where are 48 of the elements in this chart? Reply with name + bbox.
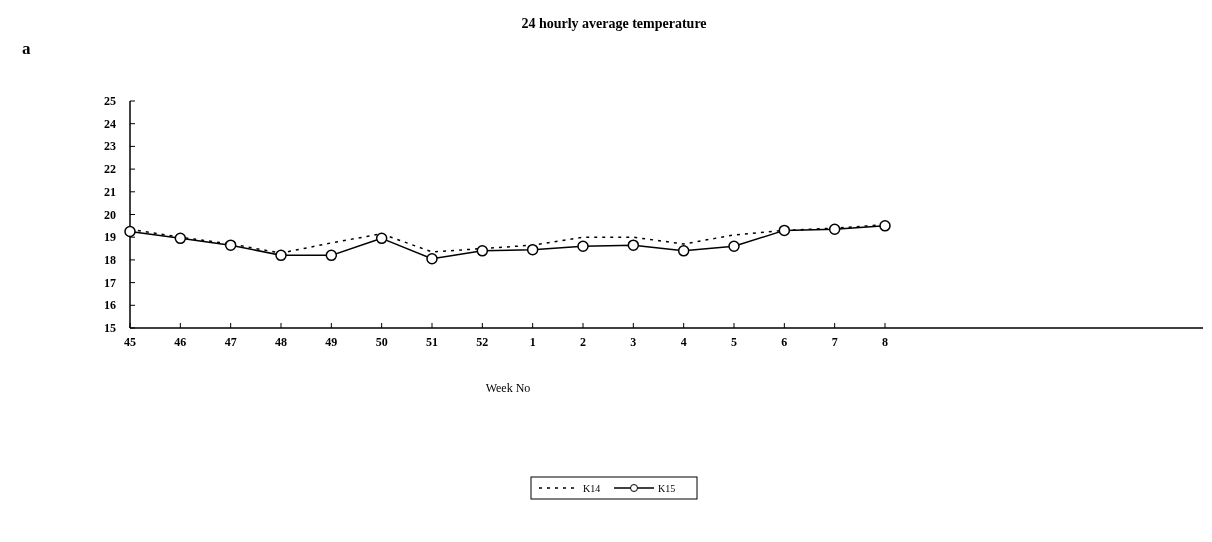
y-tick-label: 21 [104, 184, 116, 199]
x-tick-label: 1 [529, 335, 536, 349]
y-tick-label: 25 [104, 94, 116, 108]
x-tick-label: 50 [375, 335, 388, 349]
x-tick-label: 2 [580, 335, 586, 349]
y-tick-label: 23 [104, 139, 116, 154]
legend-label: K15 [658, 483, 676, 494]
y-tick-label: 20 [104, 207, 116, 222]
x-tick-label: 51 [426, 335, 438, 349]
point [476, 245, 489, 257]
legend-label: K14 [583, 483, 601, 494]
x-tick-label: 7 [831, 335, 838, 349]
y-tick-label: 24 [104, 116, 116, 131]
x-tick-label: 52 [476, 335, 489, 349]
point [526, 243, 539, 256]
y-tick-label: 18 [104, 252, 116, 267]
x-tick-label: 48 [275, 335, 287, 349]
x-tick-label: 45 [124, 335, 136, 349]
point [174, 232, 187, 245]
x-tick-label: 6 [781, 335, 788, 349]
point [325, 249, 338, 262]
x-axis-title: Week No [485, 381, 531, 395]
y-tick-label: 22 [104, 162, 116, 177]
point [577, 240, 589, 253]
text: a [22, 39, 31, 58]
y-tick-label: 17 [104, 275, 116, 290]
x-tick-label: 47 [224, 335, 237, 349]
point [879, 220, 891, 232]
point [677, 245, 690, 257]
point [224, 239, 237, 251]
y-tick-label: 16 [104, 298, 116, 313]
x-tick-label: 4 [680, 335, 687, 349]
x-tick-label: 8 [882, 335, 888, 349]
x-tick-label: 5 [731, 335, 737, 349]
point [275, 249, 287, 262]
x-tick-label: 46 [174, 335, 187, 349]
chart-title: 24 hourly average temperature [521, 16, 707, 31]
x-tick-label: 3 [630, 335, 637, 349]
point [828, 223, 841, 236]
y-tick-label: 15 [104, 321, 116, 335]
y-tick-label: 19 [104, 230, 116, 245]
point [426, 253, 438, 265]
point [124, 225, 136, 238]
point [375, 232, 388, 245]
point [778, 224, 791, 237]
x-tick-label: 49 [325, 335, 338, 349]
point [728, 240, 740, 253]
point [627, 239, 640, 251]
